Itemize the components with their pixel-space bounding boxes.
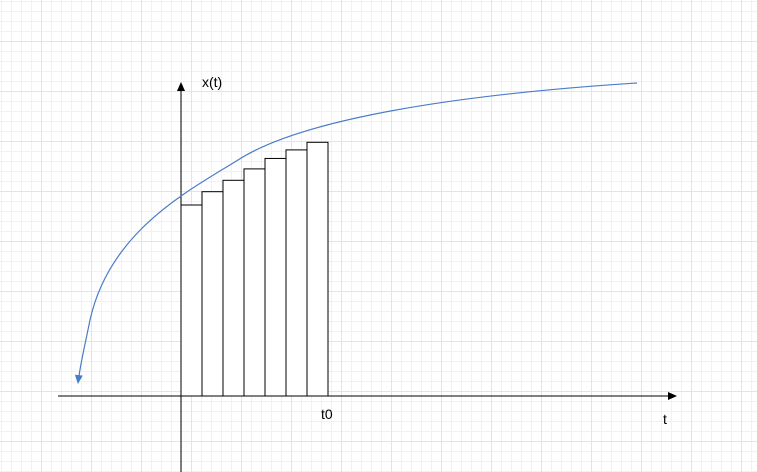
step-bar-2: [201, 191, 224, 397]
step-bar-1: [180, 204, 203, 397]
step-bar-6: [285, 149, 308, 397]
step-bar-3: [222, 179, 245, 397]
curve-line: [74, 82, 638, 384]
step-bar-5: [264, 157, 287, 397]
y-axis-label: x(t): [202, 74, 222, 90]
step-bar-7: [306, 141, 329, 397]
step-bar-4: [243, 168, 266, 397]
x-axis-label: t: [663, 411, 667, 427]
t0-label: t0: [321, 406, 333, 422]
bars-group: [180, 141, 329, 397]
